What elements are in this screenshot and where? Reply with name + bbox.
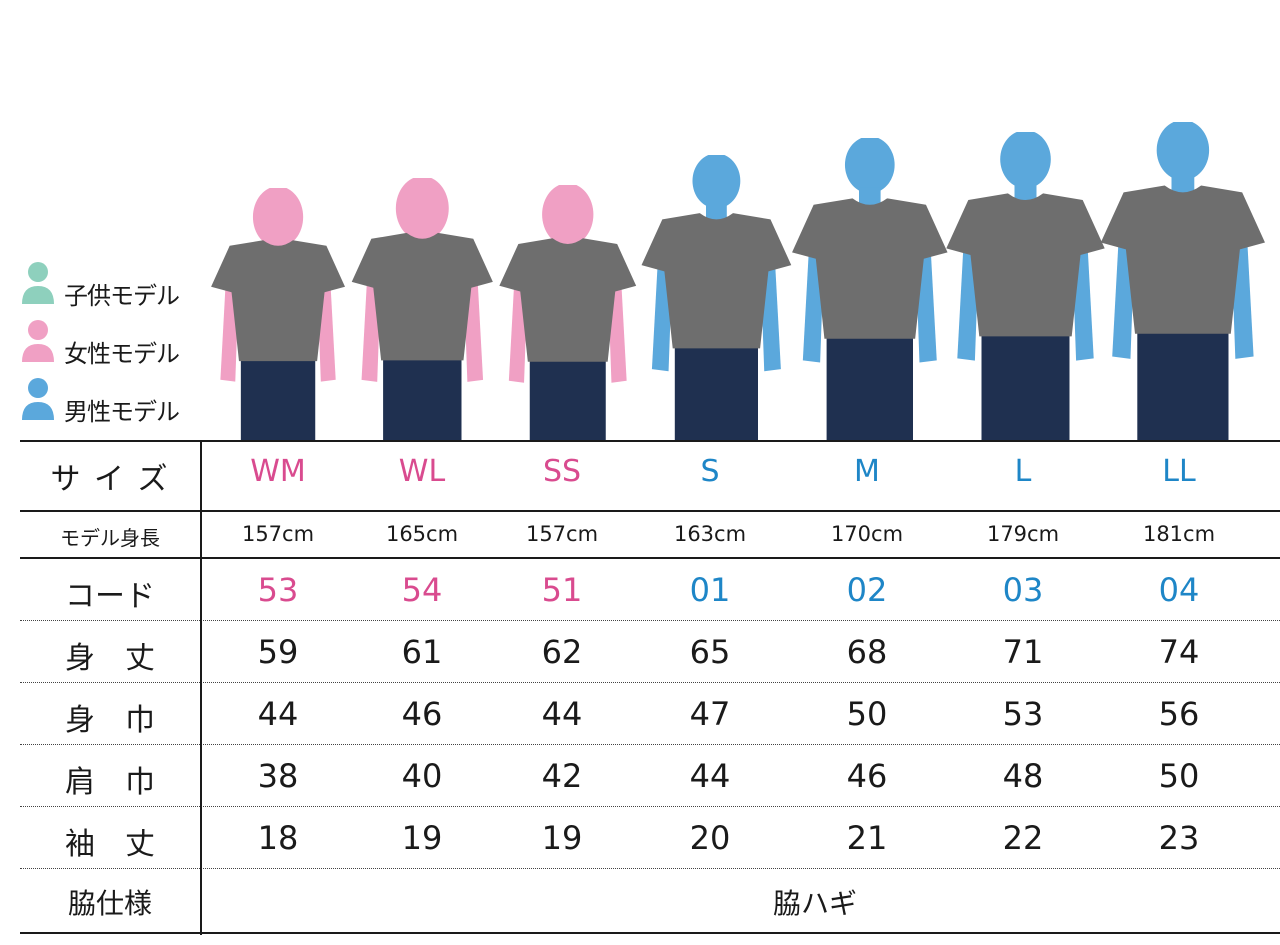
rule-after-shoulder <box>20 806 1280 807</box>
label-side-spec: 脇仕様 <box>67 887 152 920</box>
label-size: サ イ ズ <box>50 462 170 497</box>
code-cell: 04 <box>1158 571 1200 609</box>
body-length-cell: 71 <box>1002 633 1044 671</box>
body-width-cell: 44 <box>541 695 583 733</box>
row-size: サ イ ズ WM WL SS S M L LL <box>20 454 1280 510</box>
size-cell: S <box>700 454 720 489</box>
label-shoulder-width: 肩 巾 <box>65 765 155 800</box>
sleeve-length-cell: 22 <box>1002 819 1044 857</box>
code-cell: 02 <box>846 571 888 609</box>
rule-after-height <box>20 557 1280 559</box>
model-height-cell: 157cm <box>241 522 315 546</box>
size-cell: LL <box>1162 454 1196 489</box>
female-person-icon <box>22 320 54 362</box>
model-silhouette-m <box>792 138 948 442</box>
model-height-cell: 163cm <box>673 522 747 546</box>
label-body-length: 身 丈 <box>65 641 155 676</box>
legend-male: 男性モデル <box>20 374 220 426</box>
body-width-cell: 53 <box>1002 695 1044 733</box>
table-bottom-rule <box>20 932 1280 934</box>
sleeve-length-cell: 23 <box>1158 819 1200 857</box>
legend-child: 子供モデル <box>20 258 220 310</box>
legend-label-female: 女性モデル <box>64 340 180 368</box>
code-cell: 54 <box>401 571 443 609</box>
model-silhouette-wl <box>351 178 493 442</box>
sleeve-length-cell: 21 <box>846 819 888 857</box>
rule-after-body-width <box>20 744 1280 745</box>
code-cell: 01 <box>689 571 731 609</box>
rule-after-sleeve <box>20 868 1280 869</box>
body-length-cell: 74 <box>1158 633 1200 671</box>
size-cell: WL <box>398 454 446 489</box>
body-width-cell: 50 <box>846 695 888 733</box>
body-width-cell: 44 <box>257 695 299 733</box>
shoulder-width-cell: 48 <box>1002 757 1044 795</box>
label-code: コード <box>65 579 155 614</box>
model-height-cell: 165cm <box>385 522 459 546</box>
model-silhouette-ll <box>1100 122 1266 442</box>
sleeve-length-cell: 20 <box>689 819 731 857</box>
shoulder-width-cell: 42 <box>541 757 583 795</box>
body-width-cell: 46 <box>401 695 443 733</box>
sleeve-length-cell: 19 <box>401 819 443 857</box>
shoulder-width-cell: 40 <box>401 757 443 795</box>
body-length-cell: 59 <box>257 633 299 671</box>
sleeve-length-cell: 19 <box>541 819 583 857</box>
table-label-divider <box>200 440 202 935</box>
size-cell: WM <box>250 454 306 489</box>
size-cell: M <box>854 454 880 489</box>
shoulder-width-cell: 44 <box>689 757 731 795</box>
legend-female: 女性モデル <box>20 316 220 368</box>
model-height-cell: 181cm <box>1142 522 1216 546</box>
body-length-cell: 68 <box>846 633 888 671</box>
male-person-icon <box>22 378 54 420</box>
body-length-cell: 61 <box>401 633 443 671</box>
legend-label-child: 子供モデル <box>64 282 180 310</box>
model-silhouette-wm <box>211 188 345 442</box>
table-top-rule <box>20 440 1280 442</box>
body-length-cell: 65 <box>689 633 731 671</box>
child-person-icon <box>22 262 54 304</box>
rule-after-size <box>20 510 1280 512</box>
shoulder-width-cell: 38 <box>257 757 299 795</box>
sleeve-length-cell: 18 <box>257 819 299 857</box>
model-silhouette-l <box>945 132 1105 442</box>
size-cell: L <box>1014 454 1032 489</box>
label-model-height: モデル身長 <box>60 526 160 550</box>
model-height-cell: 170cm <box>830 522 904 546</box>
model-figures <box>0 0 1280 442</box>
label-body-width: 身 巾 <box>65 703 155 738</box>
body-length-cell: 62 <box>541 633 583 671</box>
body-width-cell: 56 <box>1158 695 1200 733</box>
model-silhouette-s <box>641 155 791 442</box>
model-height-cell: 179cm <box>986 522 1060 546</box>
rule-after-body-length <box>20 682 1280 683</box>
code-cell: 51 <box>541 571 583 609</box>
label-sleeve-length: 袖 丈 <box>65 827 155 862</box>
shoulder-width-cell: 46 <box>846 757 888 795</box>
model-silhouette-ss <box>499 185 637 442</box>
side-spec-value: 脇ハギ <box>772 887 857 920</box>
body-width-cell: 47 <box>689 695 731 733</box>
legend-label-male: 男性モデル <box>64 398 180 426</box>
shoulder-width-cell: 50 <box>1158 757 1200 795</box>
model-height-cell: 157cm <box>525 522 599 546</box>
rule-after-code <box>20 620 1280 621</box>
code-cell: 03 <box>1002 571 1044 609</box>
size-cell: SS <box>542 454 582 489</box>
code-cell: 53 <box>257 571 299 609</box>
